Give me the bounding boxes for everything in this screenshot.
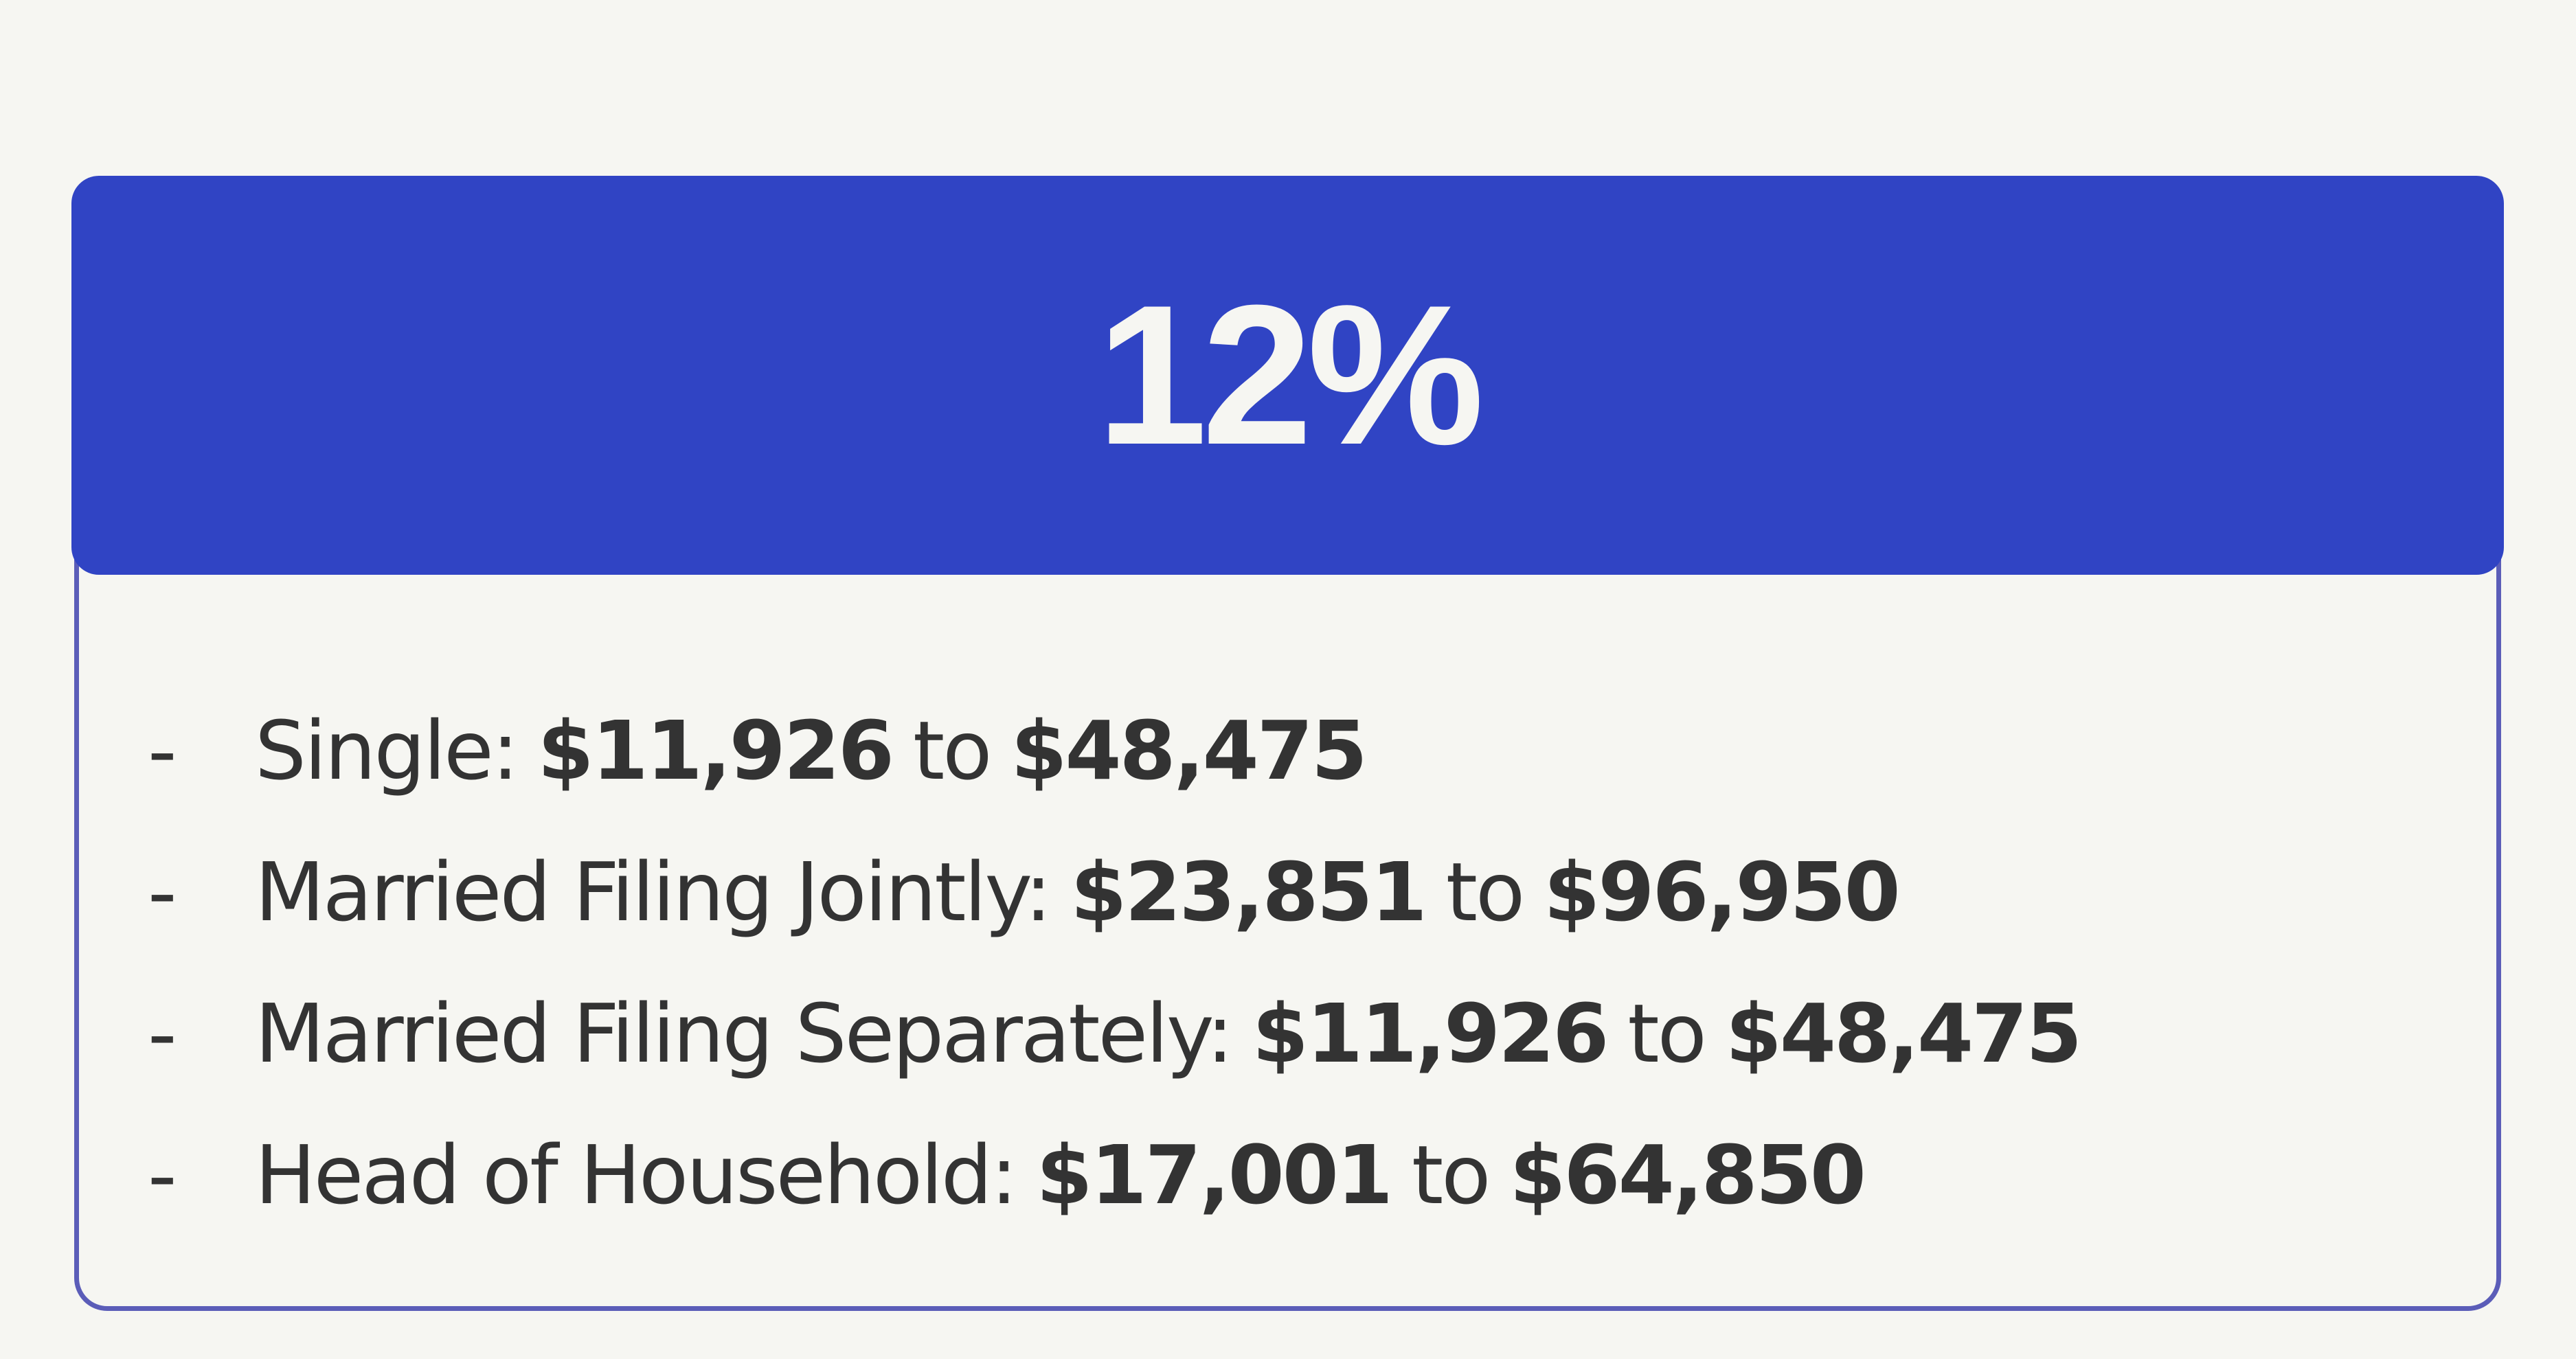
- filing-status: Married Filing Jointly:: [255, 845, 1052, 939]
- range-connector: to: [912, 703, 992, 798]
- bullet-dash: -: [148, 845, 177, 939]
- income-to: $96,950: [1544, 845, 1900, 939]
- filing-status: Single:: [255, 703, 519, 798]
- income-from: $17,001: [1036, 1128, 1393, 1222]
- bullet-dash: -: [148, 986, 177, 1081]
- list-item: - Married Filing Jointly: $23,851 to $96,950: [148, 821, 2080, 963]
- list-item: - Married Filing Separately: $11,926 to $48,…: [148, 963, 2082, 1104]
- income-to: $64,850: [1509, 1128, 1866, 1222]
- rate-title: 12%: [1096, 264, 1484, 486]
- income-from: $23,851: [1070, 845, 1427, 939]
- income-from: $11,926: [1252, 986, 1609, 1081]
- list-item: - Head of Household: $17,001 to $64,850: [148, 1104, 2080, 1246]
- bracket-list: - Single: $11,926 to $48,475- Married Filing …: [148, 680, 2082, 1246]
- bullet-dash: -: [148, 703, 177, 798]
- income-from: $11,926: [537, 703, 894, 798]
- range-connector: to: [1445, 845, 1525, 939]
- filing-status: Head of Household:: [255, 1128, 1018, 1222]
- filing-status: Married Filing Separately:: [255, 986, 1234, 1081]
- income-to: $48,475: [1010, 703, 1367, 798]
- income-to: $48,475: [1725, 986, 2082, 1081]
- range-connector: to: [1411, 1128, 1491, 1222]
- header: 12%: [71, 176, 2504, 575]
- range-connector: to: [1627, 986, 1706, 1081]
- list-item: - Single: $11,926 to $48,475: [148, 680, 2080, 821]
- bullet-dash: -: [148, 1128, 177, 1222]
